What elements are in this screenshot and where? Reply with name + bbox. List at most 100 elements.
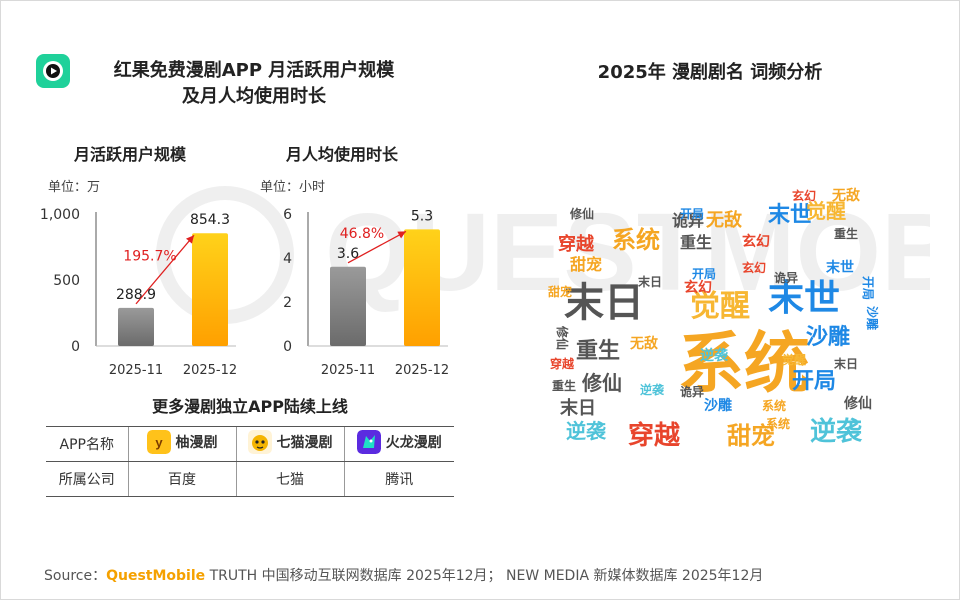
bar-2025-11 [118, 307, 154, 346]
right-panel-title: 2025年 漫剧剧名 词频分析 [597, 62, 823, 83]
word-cloud-word: 穿越 [558, 233, 595, 255]
word-cloud-word: 逆袭 [566, 419, 607, 443]
word-cloud-word: 末日 [834, 356, 858, 371]
word-cloud-word: 逆袭 [810, 416, 863, 447]
word-cloud-word: 系统 [762, 398, 786, 413]
value-label: 288.9 [116, 287, 156, 303]
word-cloud-word: 开局 [692, 267, 716, 281]
word-cloud-word: 无敌 [706, 209, 742, 231]
app-cell-youmanju: y 柚漫剧 [127, 426, 236, 462]
left-title-line1: 红果免费漫剧APP 月活跃用户规模 [113, 60, 395, 81]
hongguo-app-logo [36, 54, 70, 88]
company-row: 所属公司 百度 七猫 腾讯 [46, 461, 454, 497]
word-cloud-word: 沙雕 [704, 397, 732, 414]
qimao-manju-app-icon [247, 430, 272, 454]
app-name-youmanju: 柚漫剧 [175, 435, 218, 451]
word-cloud-word: 穿越 [628, 420, 681, 451]
y-tick-label: 0 [71, 339, 80, 355]
word-cloud-word: 末日 [638, 274, 662, 289]
app-name-header: APP名称 [46, 426, 128, 462]
word-cloud-word: 开局 [792, 369, 836, 394]
word-cloud-word: 甜宠 [727, 422, 775, 450]
word-cloud-word: 逆袭 [640, 382, 665, 397]
company-header: 所属公司 [46, 461, 128, 497]
word-cloud-word: 修仙 [555, 325, 570, 350]
word-cloud-word: 末世 [768, 203, 812, 228]
word-cloud-word: 系统 [678, 325, 810, 402]
word-cloud-word: 诡异 [774, 270, 798, 285]
word-cloud-word: 穿越 [550, 356, 575, 371]
value-label: 854.3 [190, 212, 230, 228]
y-tick-label: 1,000 [40, 207, 80, 223]
word-cloud-word: 开局 [680, 207, 704, 221]
x-tick-label: 2025-11 [321, 363, 375, 378]
word-cloud-word: 沙雕 [865, 306, 880, 330]
chart-unit-label: 单位：小时 [260, 180, 325, 195]
growth-label: 195.7% [123, 249, 176, 265]
chart-unit-label: 单位：万 [48, 180, 100, 195]
word-cloud-word: 修仙 [569, 206, 594, 221]
bar-2025-12 [404, 229, 440, 346]
chart-title: 月人均使用时长 [285, 145, 399, 164]
y-tick-label: 4 [283, 251, 292, 267]
word-cloud-word: 开局 [861, 276, 875, 300]
mau-chart: 月活跃用户规模 单位：万 0 500 1,000 288.9 2025-11 854.3 202… [40, 140, 240, 380]
word-cloud-word: 重生 [834, 226, 858, 241]
word-cloud-word: 玄幻 [742, 233, 770, 250]
source-prefix: Source： [44, 568, 107, 584]
word-cloud-word: 诡异 [680, 384, 704, 399]
x-tick-label: 2025-11 [109, 363, 163, 378]
word-cloud-word: 重生 [576, 339, 620, 364]
bar-2025-12 [192, 233, 228, 346]
youmanju-app-icon: y [146, 430, 171, 454]
word-cloud-word: 觉醒 [690, 289, 750, 324]
word-cloud-word: 末世 [826, 259, 854, 276]
y-tick-label: 2 [283, 295, 292, 311]
y-tick-label: 6 [283, 207, 292, 223]
word-cloud-word: 无敌 [629, 335, 658, 352]
left-panel-title: 红果免费漫剧APP 月活跃用户规模 及月人均使用时长 [84, 58, 424, 110]
word-cloud-word: 系统 [766, 416, 790, 431]
huolong-manju-app-icon [356, 430, 381, 454]
word-cloud-word: 重生 [680, 233, 712, 252]
word-cloud-word: 甜宠 [548, 284, 572, 299]
source-note: Source：QuestMobile TRUTH 中国移动互联网数据库 2025… [44, 565, 763, 585]
value-label: 3.6 [337, 246, 359, 262]
apps-table: APP名称 y 柚漫剧 七猫漫剧 火龙漫剧 所属公司 百度 七猫 腾讯 [46, 426, 454, 497]
word-cloud-word: 末日 [564, 280, 644, 326]
word-cloud-word: 系统 [612, 226, 660, 254]
growth-arrow [347, 230, 407, 264]
more-apps-title: 更多漫剧独立APP陆续上线 [152, 397, 348, 416]
word-cloud-word: 甜宠 [570, 255, 602, 274]
app-cell-huolong: 火龙漫剧 [343, 426, 454, 462]
word-cloud-word: 玄幻 [684, 279, 712, 296]
word-cloud-word: 觉醒 [782, 352, 806, 367]
svg-text:y: y [155, 435, 163, 450]
left-title-line2: 及月人均使用时长 [182, 86, 326, 107]
word-cloud-word: 沙雕 [806, 325, 850, 350]
growth-label: 46.8% [340, 226, 384, 242]
app-cell-qimao: 七猫漫剧 [235, 426, 344, 462]
value-label: 5.3 [411, 208, 433, 224]
company-huolong: 腾讯 [343, 461, 454, 497]
word-cloud-word: 玄幻 [742, 260, 766, 275]
company-youmanju: 百度 [127, 461, 236, 497]
app-name-qimao: 七猫漫剧 [276, 435, 333, 451]
app-name-huolong: 火龙漫剧 [385, 435, 442, 451]
usage-time-chart: 月人均使用时长 单位：小时 0 2 4 6 3.6 2025-11 5.3 2025-12 46.8… [252, 140, 452, 380]
x-tick-label: 2025-12 [183, 363, 237, 378]
app-name-row: APP名称 y 柚漫剧 七猫漫剧 火龙漫剧 [46, 426, 454, 462]
source-text: TRUTH 中国移动互联网数据库 2025年12月； NEW MEDIA 新媒体… [205, 568, 764, 584]
y-tick-label: 0 [283, 339, 292, 355]
word-cloud-word: 末日 [560, 397, 596, 419]
word-cloud-word: 末世 [768, 278, 840, 319]
word-cloud-word: 玄幻 [792, 188, 816, 203]
word-cloud-word: 无敌 [831, 187, 860, 204]
growth-arrow [135, 234, 195, 305]
bar-2025-11 [330, 266, 366, 346]
word-cloud-word: 修仙 [843, 395, 872, 412]
word-cloud-word: 觉醒 [806, 199, 846, 223]
